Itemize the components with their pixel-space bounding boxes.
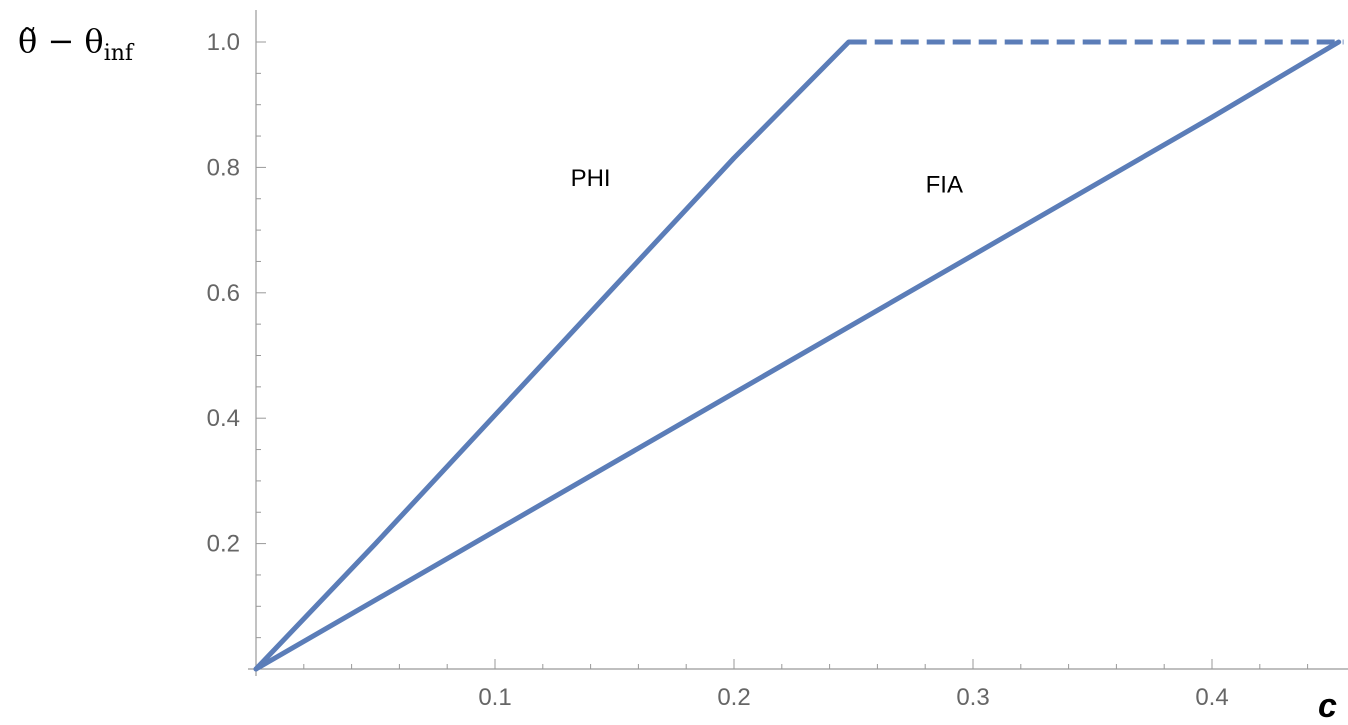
- series-lines: [253, 39, 1344, 672]
- y-tick-label: 0.4: [207, 405, 240, 432]
- y-tick-label: 0.6: [207, 280, 240, 307]
- series-line-fia: [253, 39, 1342, 672]
- series-label-phi: PHI: [571, 165, 611, 192]
- x-axis-label: c: [1318, 687, 1337, 725]
- y-tick-label: 0.8: [207, 154, 240, 181]
- y-axis-label-subscript: inf: [104, 41, 135, 66]
- series-label-fia: FIA: [926, 171, 963, 198]
- series-line-phi: [253, 39, 852, 672]
- x-tick-label: 0.2: [717, 684, 750, 711]
- y-axis-label: θ̃ − θinf: [18, 22, 135, 66]
- tick-marks: [256, 41, 1309, 669]
- tick-labels: 0.1 0.2 0.3 0.4 0.2 0.4 0.6 0.8 1.0: [207, 29, 1229, 711]
- series-annotations: PHI FIA: [571, 165, 963, 198]
- x-tick-label: 0.1: [478, 684, 511, 711]
- y-axis-label-main: θ̃ − θ: [18, 22, 104, 60]
- x-tick-label: 0.3: [956, 684, 989, 711]
- y-tick-label: 1.0: [207, 29, 240, 56]
- y-tick-label: 0.2: [207, 531, 240, 558]
- x-tick-label: 0.4: [1195, 684, 1228, 711]
